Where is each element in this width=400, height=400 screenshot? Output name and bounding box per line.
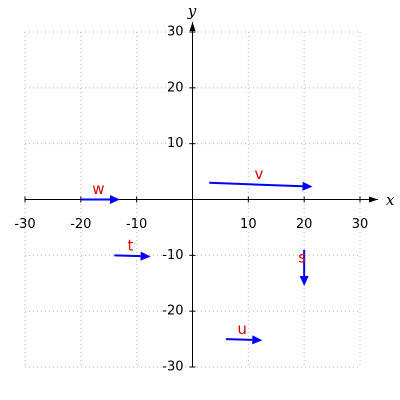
- vector-shaft: [209, 181, 303, 188]
- y-tick-label: -20: [162, 304, 183, 319]
- y-tick-label: -30: [162, 360, 183, 375]
- vector-head: [299, 276, 309, 287]
- x-axis-label: x: [386, 191, 395, 209]
- x-axis-arrow: [369, 196, 378, 203]
- vector-head: [252, 335, 263, 345]
- vector-shaft: [225, 338, 253, 341]
- vector-label: v: [254, 165, 263, 183]
- y-tick-label: 30: [167, 25, 184, 40]
- y-axis-label: y: [187, 2, 197, 20]
- y-tick-label: 10: [167, 136, 184, 151]
- vector-label: w: [92, 180, 104, 198]
- y-axis-arrow: [189, 22, 196, 31]
- x-tick-label: 10: [240, 217, 257, 232]
- y-tick-label: 20: [167, 80, 184, 95]
- vector-label: t: [128, 236, 134, 254]
- y-tick-label: -10: [162, 248, 183, 263]
- vector-head: [140, 251, 151, 261]
- x-tick-label: -10: [126, 217, 147, 232]
- vector-label: s: [298, 248, 306, 266]
- x-tick-label: -20: [70, 217, 91, 232]
- vector-head: [109, 195, 120, 204]
- x-tick-label: 30: [352, 217, 369, 232]
- vector-label: u: [237, 320, 247, 338]
- vector-head: [302, 181, 313, 191]
- vector-shaft: [114, 254, 141, 258]
- x-tick-label: -30: [14, 217, 35, 232]
- x-tick-label: 20: [296, 217, 313, 232]
